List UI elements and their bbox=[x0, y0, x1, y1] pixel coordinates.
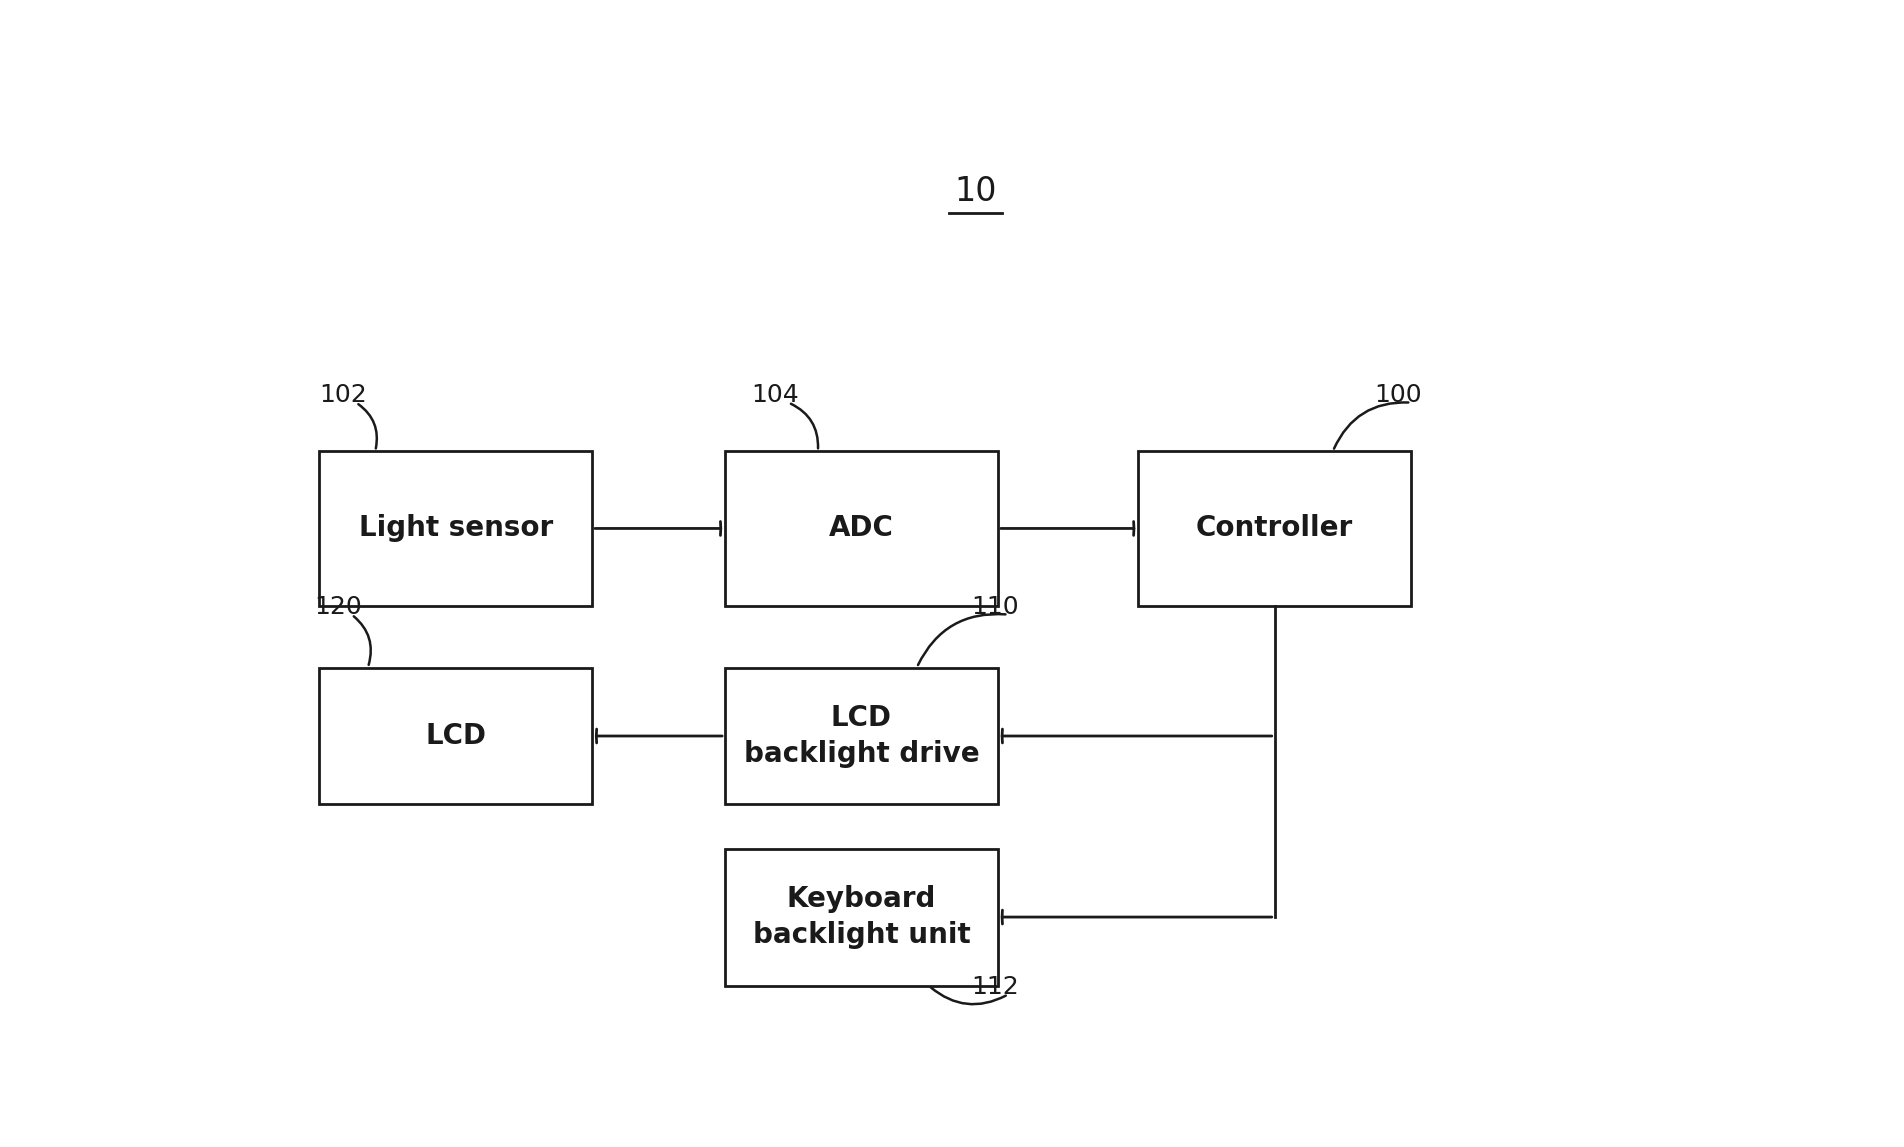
Bar bbox=[725, 849, 998, 985]
Text: 100: 100 bbox=[1375, 383, 1422, 407]
Text: LCD: LCD bbox=[425, 721, 486, 750]
Bar bbox=[1139, 451, 1411, 606]
Text: Controller: Controller bbox=[1196, 515, 1354, 543]
Text: LCD
backlight drive: LCD backlight drive bbox=[744, 703, 979, 768]
Text: Keyboard
backlight unit: Keyboard backlight unit bbox=[752, 884, 971, 950]
Bar bbox=[725, 668, 998, 804]
Bar bbox=[320, 451, 592, 606]
Text: Light sensor: Light sensor bbox=[358, 515, 552, 543]
Bar bbox=[725, 451, 998, 606]
Text: ADC: ADC bbox=[828, 515, 893, 543]
Text: 110: 110 bbox=[971, 595, 1019, 619]
Text: 104: 104 bbox=[752, 383, 800, 407]
Text: 112: 112 bbox=[971, 975, 1019, 999]
Bar bbox=[320, 668, 592, 804]
Text: 120: 120 bbox=[314, 595, 362, 619]
Text: 10: 10 bbox=[954, 175, 998, 209]
Text: 102: 102 bbox=[320, 383, 367, 407]
